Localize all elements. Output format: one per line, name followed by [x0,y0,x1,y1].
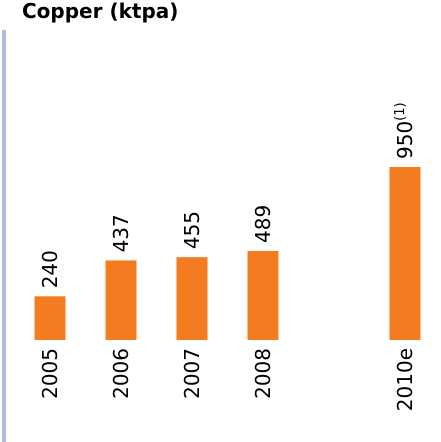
bar [247,250,279,340]
x-tick-label: 2006 [109,348,133,399]
bar [34,296,66,340]
chart-title: Copper (ktpa) [22,0,178,23]
value-label: 489 [251,205,275,243]
bar [389,167,421,340]
footnote-marker: (1) [393,102,408,120]
x-tick-label: 2010e [393,348,417,411]
value-label: 455 [180,211,204,249]
bar [176,257,208,340]
bar [105,260,137,340]
x-tick-label: 2007 [180,348,204,399]
value-label: 240 [38,250,62,288]
value-label: 437 [109,214,133,252]
value-label: 950(1) [393,102,417,159]
x-tick-label: 2005 [38,348,62,399]
x-tick-label: 2008 [251,348,275,399]
